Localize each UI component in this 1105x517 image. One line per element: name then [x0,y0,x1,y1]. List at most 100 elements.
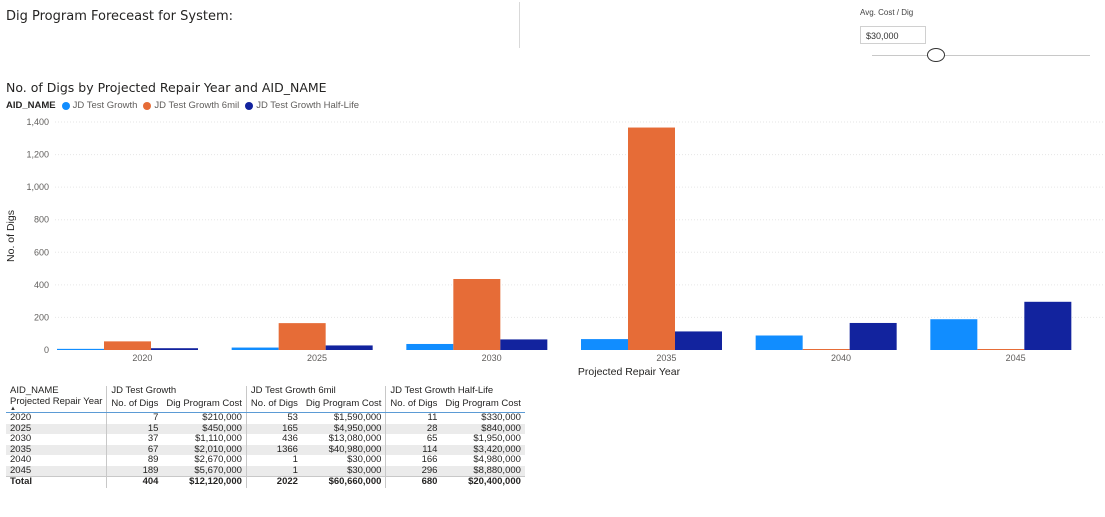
x-tick-label: 2020 [132,353,152,363]
matrix-table: AID_NAME JD Test Growth JD Test Growth 6… [6,385,525,488]
cell-digs: 404 [106,476,163,488]
bar-3-2030[interactable] [500,339,548,350]
row-year[interactable]: 2040 [6,454,108,466]
y-tick-label: 1,000 [26,182,49,192]
bar-3-2035[interactable] [675,331,722,350]
cell-cost: $8,880,000 [441,465,525,477]
cell-digs: 165 [246,423,302,434]
bar-3-2045[interactable] [1024,301,1072,350]
cell-digs: 65 [426,433,438,444]
column-header[interactable]: Dig Program Cost [301,396,387,413]
y-tick-label: 400 [34,280,49,290]
bar-1-2025[interactable] [231,347,279,350]
bar-2-2045[interactable] [977,349,1025,350]
cell-cost: $3,420,000 [441,444,525,455]
bar-chart: 0 200 400 600 800 1,000 1,200 1,400 No. of Digs 2… [5,117,1103,378]
cell-cost: $1,950,000 [473,433,521,444]
bar-3-2020[interactable] [151,348,198,350]
legend-label: JD Test Growth 6mil [154,100,240,111]
bar-1-2040[interactable] [755,335,803,350]
cell-cost: $30,000 [301,465,387,477]
cell-digs: 1366 [246,444,302,455]
y-tick-label: 600 [34,247,49,257]
bar-1-2020[interactable] [57,348,104,350]
cell-cost: $210,000 [162,412,247,424]
row-year[interactable]: 2025 [6,423,108,434]
cell-digs: 7 [153,412,159,423]
chart-legend: AID_NAME JD Test Growth JD Test Growth 6… [6,100,359,111]
column-header[interactable]: No. of Digs [106,396,163,413]
cell-digs: 28 [385,423,442,434]
bar-2-2040[interactable] [802,349,850,350]
bar-1-2030[interactable] [406,343,454,350]
bar-2-2020[interactable] [104,341,151,350]
cell-digs: 166 [421,454,438,465]
cell-digs: 53 [287,412,298,423]
legend-title: AID_NAME [6,100,56,111]
column-header[interactable]: No. of Digs [246,396,302,413]
group-header[interactable]: JD Test Growth Half-Life [390,385,494,396]
bar-3-2040[interactable] [849,322,897,350]
row-header-title[interactable]: Projected Repair Year ▲ [6,395,108,413]
cell-digs: 296 [385,465,442,477]
row-year[interactable]: 2030 [6,433,108,445]
bar-2-2035[interactable] [628,127,675,350]
avg-cost-input[interactable]: $30,000 [860,26,926,44]
cell-digs: 15 [106,423,163,434]
x-tick-label: 2025 [307,353,327,363]
row-header-label: Projected Repair Year [10,395,103,407]
x-axis-title: Projected Repair Year [578,366,681,378]
row-year[interactable]: 2035 [6,444,108,455]
bar-1-2045[interactable] [930,319,978,350]
table-row: 2040 89 $2,670,000 1 $30,000 166 $4,980,000 [6,454,525,466]
column-header[interactable]: Dig Program Cost [162,396,247,413]
bar-2-2030[interactable] [453,278,501,350]
legend-dot-icon [61,101,70,110]
total-label: Total [6,476,108,488]
x-tick-label: 2040 [831,353,851,363]
column-header[interactable]: No. of Digs [385,396,442,413]
legend-item-series-3[interactable]: JD Test Growth Half-Life [245,100,359,111]
x-tick-label: 2045 [1006,353,1026,363]
slider-track[interactable] [872,55,1090,56]
cell-cost: $330,000 [481,412,521,423]
cell-digs: 1 [292,454,298,465]
y-tick-label: 0 [44,345,49,355]
row-year[interactable]: 2045 [6,465,108,477]
row-year[interactable]: 2020 [6,412,108,424]
bar-3-2025[interactable] [325,345,373,350]
table-row: 2030 37 $1,110,000 436 $13,080,000 65 $1,950,0… [6,433,525,445]
cell-cost: $5,670,000 [162,465,247,477]
table-row: 2045 189 $5,670,000 1 $30,000 296 $8,880,000 [6,465,525,477]
cell-digs: 436 [282,433,298,444]
bar-1-2035[interactable] [581,339,628,350]
cell-cost: $4,950,000 [301,423,387,434]
cell-digs: 67 [106,444,163,455]
cell-digs: 114 [385,444,442,455]
legend-dot-icon [245,101,254,110]
page-title: Dig Program Foreceast for System: [6,9,233,24]
cell-cost: $450,000 [162,423,247,434]
sort-ascending-icon: ▲ [10,406,16,412]
cell-cost: $840,000 [441,423,525,434]
y-tick-label: 1,400 [26,117,49,127]
cell-cost: $2,010,000 [162,444,247,455]
bar-2-2025[interactable] [278,323,326,350]
total-row: Total 404 $12,120,000 2022 $60,660,000 680 $20… [6,476,525,488]
y-axis-title: No. of Digs [5,210,17,262]
x-tick-label: 2035 [656,353,676,363]
group-header[interactable]: JD Test Growth 6mil [246,385,387,397]
legend-label: JD Test Growth [72,100,138,111]
slider-thumb[interactable] [927,48,945,62]
cell-cost: $40,980,000 [301,444,387,455]
table-row: 2020 7 $210,000 53 $1,590,000 11 $330,000 [6,412,525,424]
column-header[interactable]: Dig Program Cost [441,396,525,413]
legend-item-series-2[interactable]: JD Test Growth 6mil [143,100,239,111]
divider [505,2,520,48]
legend-item-series-1[interactable]: JD Test Growth [61,100,138,111]
x-tick-label: 2030 [482,353,502,363]
group-header[interactable]: JD Test Growth [106,385,247,397]
cell-digs: 11 [427,412,438,423]
cell-cost: $20,400,000 [441,476,525,488]
table-row: 2035 67 $2,010,000 1366 $40,980,000 114 $3,420… [6,444,525,455]
